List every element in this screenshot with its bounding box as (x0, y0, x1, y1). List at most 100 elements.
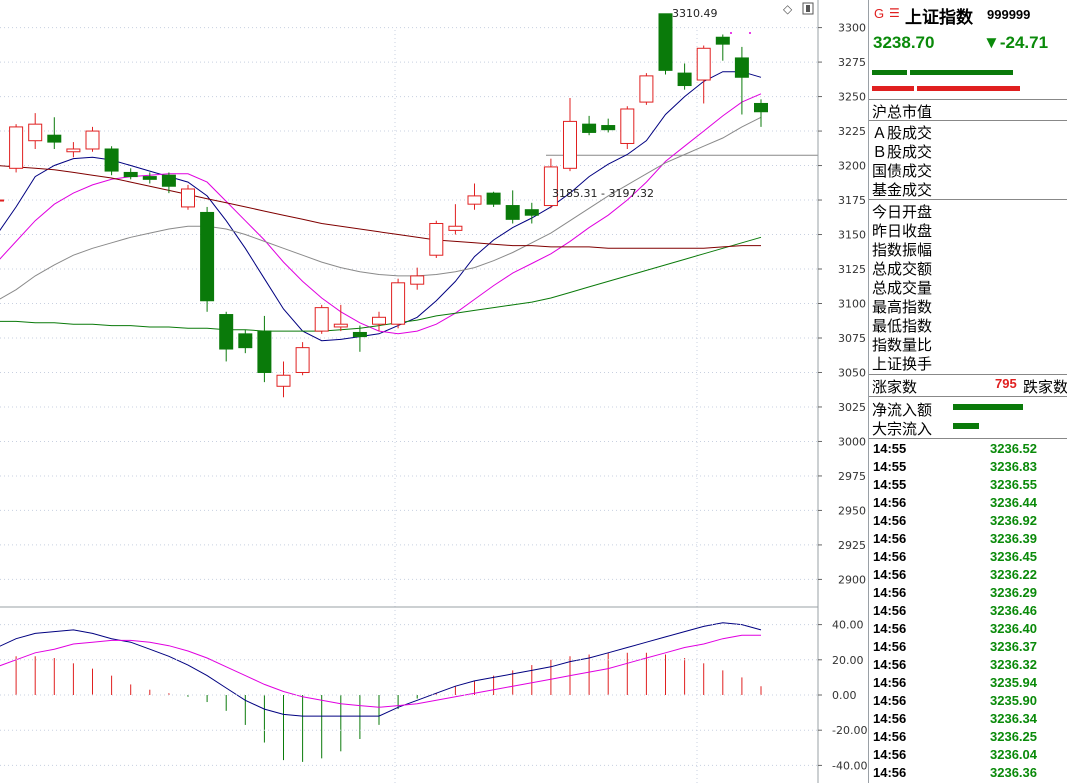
volume-bar-green-b (910, 70, 1013, 75)
tick-time: 14:56 (873, 567, 907, 582)
candle (85, 126, 100, 152)
candle (391, 278, 406, 329)
tick-price: 3236.29 (990, 585, 1037, 600)
y-tick-label: 3250 (838, 91, 866, 104)
index-code: 999999 (987, 7, 1031, 22)
candle-body (372, 316, 386, 325)
osc-line (0, 622, 762, 717)
stat-label: Ａ股成交 (872, 125, 933, 142)
tick-time: 14:56 (873, 639, 907, 654)
candle-body (66, 148, 81, 153)
candle-body (219, 314, 234, 350)
kline-chart[interactable]: 3300 3275 3250 3225 3200 3175 3150 3125 3100 3075… (0, 0, 868, 783)
candle-body (28, 123, 43, 142)
osc-tick-label: -20.00 (832, 724, 867, 737)
candle (754, 99, 768, 127)
candle (333, 304, 348, 332)
candle-body (754, 102, 768, 113)
candle (104, 146, 119, 176)
candle-body (9, 126, 24, 169)
range-annotation: 3185.31 - 3197.32 (552, 187, 654, 200)
tick-row: 14:56 3236.46 (869, 603, 1067, 621)
stat-label: 指数量比 (872, 337, 933, 354)
candle-body (620, 108, 635, 144)
candle-body (181, 188, 195, 208)
tick-row: 14:56 3236.37 (869, 639, 1067, 657)
candle (28, 113, 43, 149)
ma-line (0, 71, 762, 342)
candle (314, 304, 329, 334)
candle-body (696, 47, 711, 81)
y-tick-label: 3000 (838, 435, 866, 448)
price-axis: 3300 3275 3250 3225 3200 3175 3150 3125 3100 3075… (818, 22, 866, 586)
tick-row: 14:56 3236.25 (869, 729, 1067, 747)
candle-body (429, 222, 444, 256)
tick-time: 14:56 (873, 765, 907, 780)
candle (295, 342, 310, 376)
candle-body (238, 333, 253, 349)
scroll-toggle-icon[interactable] (802, 2, 814, 15)
candle (219, 311, 234, 362)
candle (9, 124, 24, 173)
menu-icon[interactable]: ☰ (889, 6, 900, 20)
candle (372, 311, 386, 332)
tick-row: 14:56 3236.40 (869, 621, 1067, 639)
net-inflow-label: 净流入额 (872, 402, 933, 419)
candle-body (639, 75, 654, 103)
candle-body (505, 205, 520, 220)
candle (200, 206, 215, 312)
grid (0, 27, 818, 783)
candle (696, 45, 711, 104)
candle-body (410, 275, 425, 285)
candle (181, 184, 195, 210)
candle (486, 191, 501, 207)
candle (0, 199, 4, 202)
stat-label: 总成交量 (872, 280, 933, 297)
marker-dot (730, 32, 732, 34)
candle-body (467, 195, 482, 205)
ma-line (0, 116, 762, 300)
marker-dot (749, 32, 751, 34)
osc-tick-label: 40.00 (832, 619, 864, 632)
diamond-icon[interactable]: ◇ (783, 2, 793, 16)
candle-body (601, 125, 616, 131)
candles (0, 13, 768, 398)
y-tick-label: 3175 (838, 194, 866, 207)
candle-body (104, 148, 119, 172)
candle-body (85, 130, 100, 150)
tick-time: 14:55 (873, 459, 907, 474)
block-inflow-bar (953, 423, 979, 429)
tick-price: 3235.94 (990, 675, 1037, 690)
osc-line (0, 634, 761, 708)
y-tick-label: 3050 (838, 366, 866, 379)
tick-price: 3235.90 (990, 693, 1037, 708)
tick-row: 14:56 3236.36 (869, 765, 1067, 783)
y-tick-label: 2925 (838, 539, 866, 552)
fall-count-label: 跌家数 (1023, 379, 1067, 396)
group-tag[interactable]: G (874, 6, 885, 21)
tick-time: 14:56 (873, 675, 907, 690)
tick-price: 3236.34 (990, 711, 1037, 726)
candle-body (123, 171, 138, 178)
y-tick-label: 3125 (838, 263, 866, 276)
tick-row: 14:56 3236.92 (869, 513, 1067, 531)
candle (142, 172, 157, 184)
tick-row: 14:55 3236.83 (869, 459, 1067, 477)
tick-price: 3236.22 (990, 567, 1037, 582)
rise-count-label: 涨家数 (872, 379, 918, 396)
tick-time: 14:56 (873, 657, 907, 672)
stat-label: 最高指数 (872, 299, 933, 316)
candle-body (200, 211, 215, 302)
tick-row: 14:56 3236.04 (869, 747, 1067, 765)
ma-line (0, 165, 761, 249)
candle (66, 142, 81, 158)
y-tick-label: 3300 (838, 22, 866, 35)
volume-bar-red-a (872, 86, 914, 91)
tick-time: 14:56 (873, 729, 907, 744)
candle (257, 315, 272, 383)
tick-time: 14:56 (873, 603, 907, 618)
y-tick-label: 3225 (838, 125, 866, 138)
candle-body (543, 166, 558, 207)
tick-price: 3236.25 (990, 729, 1037, 744)
candle-body (677, 72, 692, 87)
